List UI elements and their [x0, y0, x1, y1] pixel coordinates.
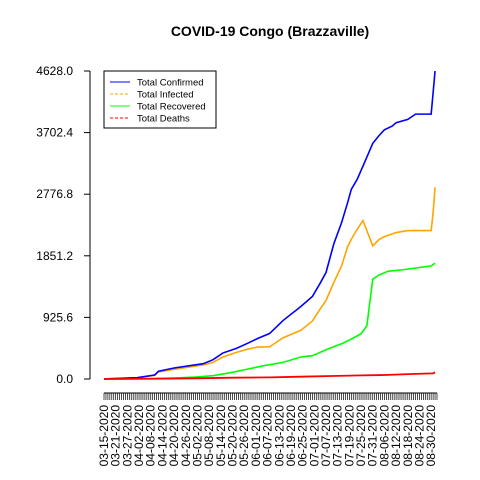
x-tick-label: 08-18-2020	[401, 405, 415, 467]
series-line-total-deaths	[103, 371, 436, 380]
x-tick-label: 03-15-2020	[97, 405, 111, 467]
x-tick-label: 06-13-2020	[272, 405, 286, 467]
x-tick-label: 04-20-2020	[167, 405, 181, 467]
x-tick-label: 06-07-2020	[261, 405, 275, 467]
x-tick-label: 08-24-2020	[412, 405, 426, 467]
x-tick-label: 06-19-2020	[284, 405, 298, 467]
x-tick-label: 04-26-2020	[179, 405, 193, 467]
x-tick-label: 05-08-2020	[202, 405, 216, 467]
legend-label: Total Infected	[137, 90, 194, 101]
x-tick-label: 07-07-2020	[319, 405, 333, 467]
legend-label: Total Deaths	[137, 114, 190, 125]
chart-title: COVID-19 Congo (Brazzaville)	[171, 23, 369, 39]
x-tick-label: 05-20-2020	[226, 405, 240, 467]
x-tick-label: 05-02-2020	[190, 405, 204, 467]
x-tick-label: 08-30-2020	[424, 405, 438, 467]
y-axis: 0.0 925.6 1851.2 2776.8 3702.4 4628.0	[36, 64, 91, 386]
y-tick-label: 925.6	[43, 310, 73, 324]
y-tick-label: 0.0	[56, 372, 73, 386]
series-line-total-infected	[103, 187, 436, 380]
y-tick-label: 1851.2	[36, 249, 73, 263]
x-tick-label: 06-01-2020	[249, 405, 263, 467]
legend-label: Total Confirmed	[137, 78, 204, 89]
x-tick-label: 06-25-2020	[296, 405, 310, 467]
x-tick-label: 07-01-2020	[307, 405, 321, 467]
y-tick-label: 3702.4	[36, 126, 73, 140]
x-tick-label: 03-21-2020	[109, 405, 123, 467]
x-tick-label: 08-12-2020	[389, 405, 403, 467]
x-tick-label: 08-06-2020	[377, 405, 391, 467]
x-tick-label: 07-31-2020	[366, 405, 380, 467]
series-layer	[103, 70, 436, 380]
x-axis: 03-15-202003-21-202003-27-202004-02-2020…	[97, 392, 438, 467]
x-tick-label: 03-27-2020	[120, 405, 134, 467]
series-line-total-recovered	[103, 262, 436, 380]
x-tick-label: 05-26-2020	[237, 405, 251, 467]
legend-label: Total Recovered	[137, 102, 206, 113]
x-tick-label: 04-08-2020	[144, 405, 158, 467]
x-tick-label: 07-25-2020	[354, 405, 368, 467]
x-tick-label: 07-13-2020	[331, 405, 345, 467]
x-tick-label: 04-02-2020	[132, 405, 146, 467]
y-tick-label: 4628.0	[36, 64, 73, 78]
x-tick-label: 07-19-2020	[342, 405, 356, 467]
y-tick-label: 2776.8	[36, 187, 73, 201]
x-tick-label: 05-14-2020	[214, 405, 228, 467]
series-line-total-confirmed	[103, 70, 436, 380]
x-tick-label: 04-14-2020	[155, 405, 169, 467]
